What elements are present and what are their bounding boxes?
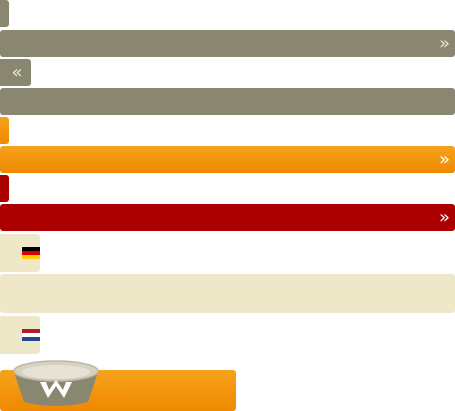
olive-menu-bar-1[interactable]: » xyxy=(0,30,455,57)
language-panel xyxy=(0,274,455,313)
pet-bowl-logo-icon xyxy=(13,360,99,406)
language-nl-button[interactable] xyxy=(0,316,40,354)
olive-tab-1 xyxy=(0,0,9,27)
chevron-double-right-icon: » xyxy=(438,206,450,228)
red-menu-bar[interactable]: » xyxy=(0,204,455,231)
orange-menu-bar[interactable]: » xyxy=(0,146,455,173)
language-de-button[interactable] xyxy=(0,234,40,272)
chevron-double-right-icon: » xyxy=(438,148,450,170)
orange-tab xyxy=(0,117,9,144)
german-flag-icon xyxy=(22,247,40,259)
chevron-double-right-icon: » xyxy=(438,32,450,54)
chevron-double-left-icon: « xyxy=(11,61,22,83)
red-tab xyxy=(0,175,9,202)
back-button[interactable]: « xyxy=(0,59,31,86)
dutch-flag-icon xyxy=(22,329,40,341)
olive-menu-bar-2[interactable] xyxy=(0,88,455,115)
